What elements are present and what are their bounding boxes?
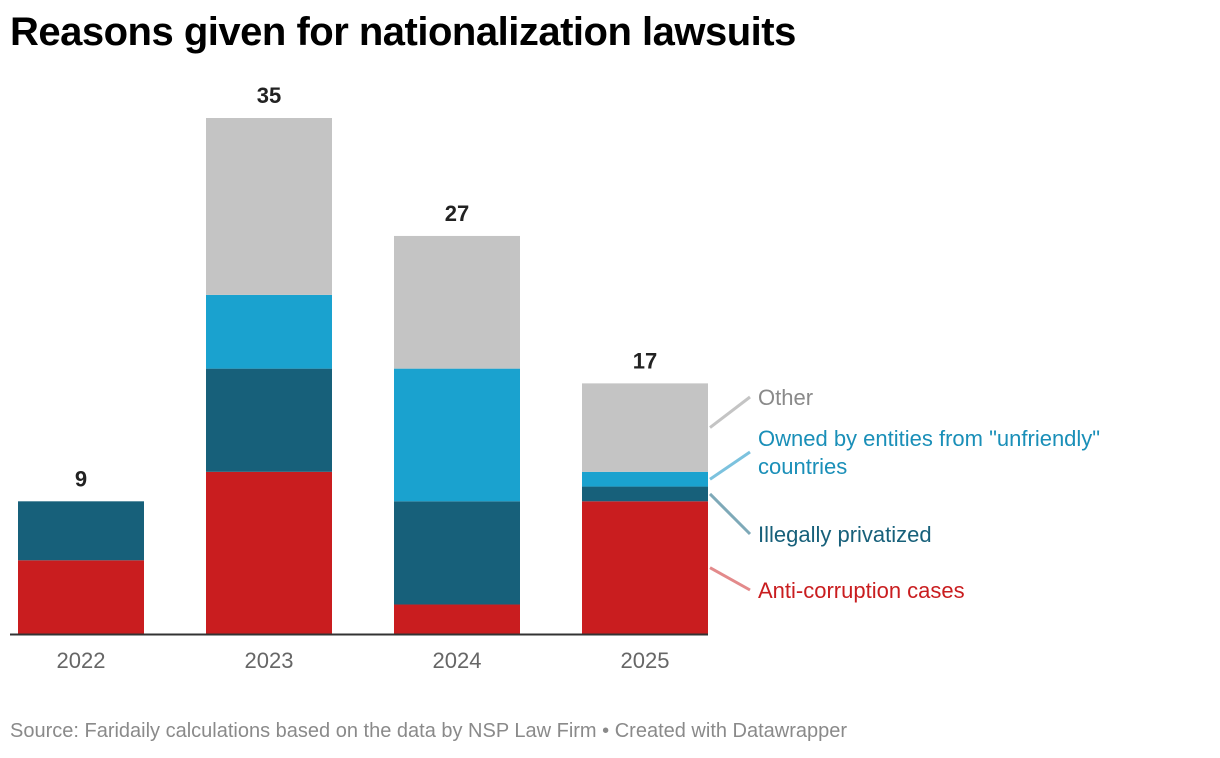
legend-label-owned-by-entities-from-unfriendly-countries-line-1: Owned by entities from "unfriendly" xyxy=(758,426,1100,451)
total-label-2023: 35 xyxy=(257,83,281,108)
x-tick-label-2023: 2023 xyxy=(245,648,294,673)
bar-2025-illegally-privatized xyxy=(582,486,708,502)
bars-layer xyxy=(18,118,708,634)
x-tick-label-2022: 2022 xyxy=(57,648,106,673)
source-note: Source: Faridaily calculations based on … xyxy=(10,720,597,742)
x-tick-label-2025: 2025 xyxy=(621,648,670,673)
total-labels-layer: 9 35 27 17 xyxy=(75,83,657,491)
bar-2025-other xyxy=(582,383,708,472)
chart-title: Reasons given for nationalization lawsui… xyxy=(10,10,796,54)
bar-2025-anti-corruption-cases xyxy=(582,501,708,634)
legend-connector-anti-corruption-cases xyxy=(709,566,751,592)
x-tick-label-2024: 2024 xyxy=(433,648,482,673)
bar-2023-owned-by-entities-from-unfriendly-countries xyxy=(206,294,332,369)
legend-label-other: Other xyxy=(758,385,813,410)
bar-2025-owned-by-entities-from-unfriendly-countries xyxy=(582,471,708,487)
bar-2023-anti-corruption-cases xyxy=(206,471,332,634)
legend-label-illegally-privatized: Illegally privatized xyxy=(758,522,932,547)
stacked-bar-chart: 9 35 27 17 2022 2023 2024 2025 Other Owned by e… xyxy=(10,83,1100,673)
footer: Source: Faridaily calculations based on … xyxy=(10,720,847,743)
bar-2023-other xyxy=(206,118,332,295)
legend-connector-illegally-privatized xyxy=(708,492,752,536)
footer-separator: • xyxy=(596,720,615,742)
bar-2024-illegally-privatized xyxy=(394,501,520,605)
legend-connector-owned-by-entities-from-unfriendly-countries xyxy=(709,450,751,481)
bar-2023-illegally-privatized xyxy=(206,368,332,472)
bar-2024-other xyxy=(394,235,520,369)
total-label-2022: 9 xyxy=(75,466,87,491)
bar-2024-owned-by-entities-from-unfriendly-countries xyxy=(394,368,520,502)
legend: Other Owned by entities from "unfriendly"… xyxy=(708,385,1100,603)
bar-2024-anti-corruption-cases xyxy=(394,604,520,634)
bar-2022-illegally-privatized xyxy=(18,501,144,561)
total-label-2024: 27 xyxy=(445,201,469,226)
credit-link[interactable]: Created with Datawrapper xyxy=(614,720,848,742)
legend-label-owned-by-entities-from-unfriendly-countries-line-2: countries xyxy=(758,454,847,479)
bar-2022-anti-corruption-cases xyxy=(18,560,144,634)
legend-label-anti-corruption-cases: Anti-corruption cases xyxy=(758,578,965,603)
x-axis: 2022 2023 2024 2025 xyxy=(10,633,708,673)
total-label-2025: 17 xyxy=(633,348,657,373)
legend-connector-other xyxy=(709,395,751,429)
